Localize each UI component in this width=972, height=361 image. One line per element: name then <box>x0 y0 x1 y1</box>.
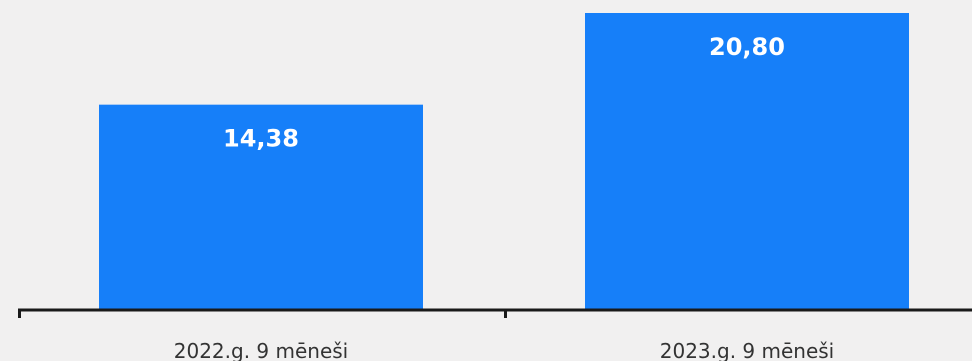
bar-2 <box>585 13 909 310</box>
value-labels-layer: 14,38 20,80 <box>223 33 785 153</box>
bar-value-label-1: 14,38 <box>223 125 299 153</box>
x-axis-tick-labels: 2022.g. 9 mēneši 2023.g. 9 mēneši <box>174 339 835 361</box>
bars-layer <box>99 13 909 310</box>
x-tick-label-1: 2022.g. 9 mēneši <box>174 339 349 361</box>
bar-1 <box>99 104 423 310</box>
x-tick-label-2: 2023.g. 9 mēneši <box>660 339 835 361</box>
bar-value-label-2: 20,80 <box>709 33 785 61</box>
x-axis-ticks <box>18 310 507 318</box>
